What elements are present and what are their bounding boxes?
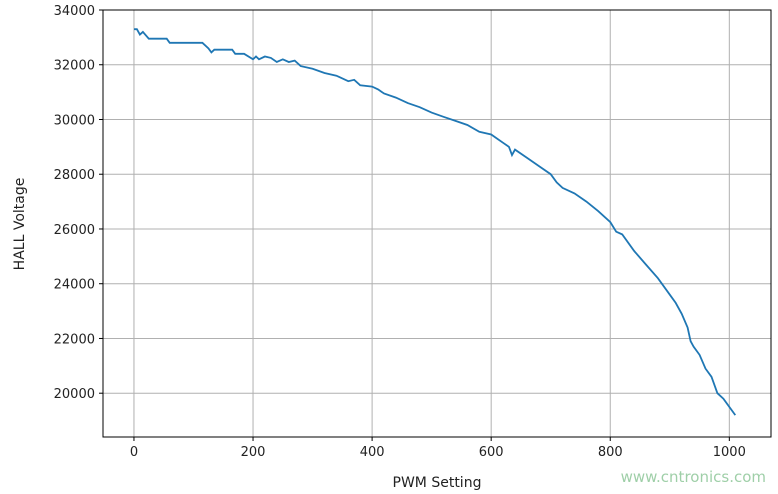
y-tick-label: 22000 [54,332,95,347]
x-tick-label: 800 [598,445,623,460]
y-tick-label: 20000 [54,387,95,402]
x-tick-label: 600 [479,445,504,460]
watermark: www.cntronics.com [620,468,766,486]
x-tick-label: 1000 [713,445,746,460]
y-tick-label: 24000 [54,278,95,293]
plot-frame [102,9,772,438]
y-tick-label: 28000 [54,168,95,183]
series-line [134,28,737,416]
y-axis-label: HALL Voltage [12,178,28,271]
y-tick-label: 26000 [54,223,95,238]
y-tick-label: 32000 [54,59,95,74]
x-tick-label: 200 [241,445,266,460]
x-tick-label: 0 [130,445,138,460]
x-tick-label: 400 [360,445,385,460]
y-tick-label: 34000 [54,4,95,19]
x-axis-label: PWM Setting [393,475,482,491]
y-tick-label: 30000 [54,113,95,128]
